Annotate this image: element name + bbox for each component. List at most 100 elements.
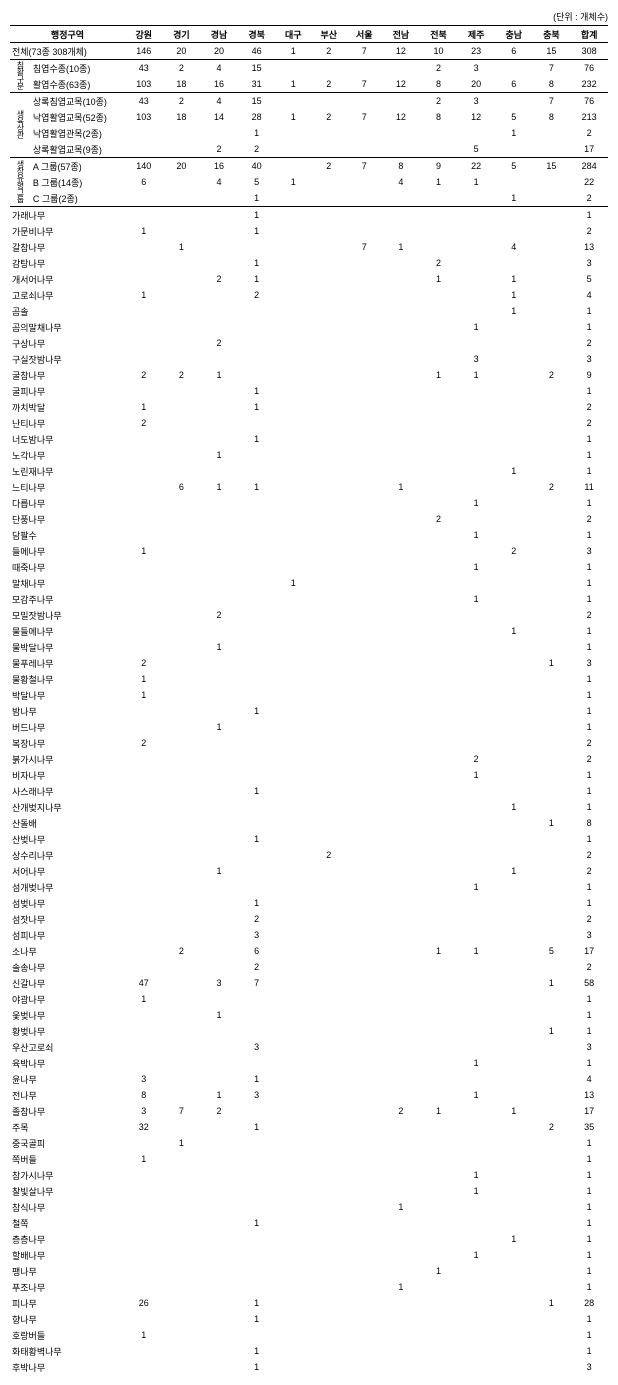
species-name: 상수리나무 (10, 847, 125, 863)
species-name: 너도밤나무 (10, 431, 125, 447)
group-label: 생장유형그룹 (10, 158, 31, 207)
species-name: 향나무 (10, 1311, 125, 1327)
species-name: 때죽나무 (10, 559, 125, 575)
species-name: 감탕나무 (10, 255, 125, 271)
species-name: 곰솔 (10, 303, 125, 319)
species-name: 야광나무 (10, 991, 125, 1007)
species-name: 갈참나무 (10, 239, 125, 255)
col-chungbuk: 충북 (533, 26, 571, 43)
header-row: 행정구역 강원 경기 경남 경북 대구 부산 서울 전남 전북 제주 충남 충북… (10, 26, 608, 43)
species-name: 들메나무 (10, 543, 125, 559)
species-name: 굴참나무 (10, 367, 125, 383)
species-name: 철쪽 (10, 1215, 125, 1231)
species-name: 개서어나무 (10, 271, 125, 287)
species-name: 옻벚나무 (10, 1007, 125, 1023)
species-name: 화태황벽나무 (10, 1343, 125, 1359)
row-label: A 그룹(57종) (31, 158, 125, 175)
col-jeonbuk: 전북 (420, 26, 458, 43)
species-name: 푸조나무 (10, 1279, 125, 1295)
species-name: 서어나무 (10, 863, 125, 879)
species-name: 중국골피 (10, 1135, 125, 1151)
species-name: 쪽버들 (10, 1151, 125, 1167)
species-name: 박달나무 (10, 687, 125, 703)
species-name: 호랑버들 (10, 1327, 125, 1343)
species-name: 느티나무 (10, 479, 125, 495)
row-label: 활엽수종(63종) (31, 76, 125, 93)
section-label: 전체(73종 308개체) (10, 43, 125, 60)
species-name: 난티나무 (10, 415, 125, 431)
species-name: 소나무 (10, 943, 125, 959)
species-name: 주목 (10, 1119, 125, 1135)
species-name: 곰의말채나무 (10, 319, 125, 335)
species-name: 참가시나무 (10, 1167, 125, 1183)
species-name: 버드나무 (10, 719, 125, 735)
species-name: 가문비나무 (10, 223, 125, 239)
species-name: 산벚나무 (10, 831, 125, 847)
species-name: 굴피나무 (10, 383, 125, 399)
col-gyeonggi: 경기 (163, 26, 201, 43)
species-name: 모감주나무 (10, 591, 125, 607)
data-table: 행정구역 강원 경기 경남 경북 대구 부산 서울 전남 전북 제주 충남 충북… (10, 25, 608, 1375)
species-name: 사스래나무 (10, 783, 125, 799)
species-name: 층층나무 (10, 1231, 125, 1247)
species-name: 물푸레나무 (10, 655, 125, 671)
species-name: 붉가시나무 (10, 751, 125, 767)
species-name: 가래나무 (10, 207, 125, 224)
group-label: 생육상관 (10, 93, 31, 158)
species-name: 담팔수 (10, 527, 125, 543)
row-label: 침엽수종(10종) (31, 60, 125, 77)
species-name: 산개벚지나무 (10, 799, 125, 815)
species-name: 찰빛살나무 (10, 1183, 125, 1199)
species-name: 까치박달 (10, 399, 125, 415)
col-total: 합계 (570, 26, 608, 43)
species-name: 비자나무 (10, 767, 125, 783)
group-label: 침활구분 (10, 60, 31, 93)
col-chungnam: 충남 (495, 26, 533, 43)
row-label: C 그룹(2종) (31, 190, 125, 207)
species-name: 육박나무 (10, 1055, 125, 1071)
col-gyeongbuk: 경북 (238, 26, 276, 43)
species-name: 밤나무 (10, 703, 125, 719)
col-jeju: 제주 (457, 26, 495, 43)
col-gyeongnam: 경남 (200, 26, 238, 43)
species-name: 단풍나무 (10, 511, 125, 527)
unit-label: (단위 : 개체수) (10, 10, 608, 23)
species-name: 말채나무 (10, 575, 125, 591)
row-label: 낙엽활엽교목(52종) (31, 109, 125, 125)
species-name: 솔송나무 (10, 959, 125, 975)
col-region: 행정구역 (10, 26, 125, 43)
row-label: 상록활엽교목(9종) (31, 141, 125, 158)
species-name: 구실잣밤나무 (10, 351, 125, 367)
row-label: B 그룹(14종) (31, 174, 125, 190)
species-name: 복장나무 (10, 735, 125, 751)
species-name: 섬피나무 (10, 927, 125, 943)
row-label: 낙엽활엽관목(2종) (31, 125, 125, 141)
species-name: 고로쇠나무 (10, 287, 125, 303)
species-name: 구상나무 (10, 335, 125, 351)
species-name: 물들메나무 (10, 623, 125, 639)
row-label: 상록침엽교목(10종) (31, 93, 125, 110)
species-name: 노린재나무 (10, 463, 125, 479)
species-name: 우산고로쇠 (10, 1039, 125, 1055)
species-name: 노각나무 (10, 447, 125, 463)
species-name: 산돌배 (10, 815, 125, 831)
species-name: 피나무 (10, 1295, 125, 1311)
species-name: 섬개벚나무 (10, 879, 125, 895)
species-name: 물황철나무 (10, 671, 125, 687)
species-name: 참식나무 (10, 1199, 125, 1215)
species-name: 할배나무 (10, 1247, 125, 1263)
col-gangwon: 강원 (125, 26, 163, 43)
col-daegu: 대구 (275, 26, 311, 43)
species-name: 윤나무 (10, 1071, 125, 1087)
species-name: 후박나무 (10, 1359, 125, 1375)
species-name: 전나무 (10, 1087, 125, 1103)
species-name: 모밀잣밤나무 (10, 607, 125, 623)
species-name: 섬벚나무 (10, 895, 125, 911)
species-name: 다릅나무 (10, 495, 125, 511)
species-name: 물박달나무 (10, 639, 125, 655)
species-name: 졸참나무 (10, 1103, 125, 1119)
col-jeonnam: 전남 (382, 26, 420, 43)
species-name: 팽나무 (10, 1263, 125, 1279)
species-name: 신갈나무 (10, 975, 125, 991)
species-name: 황벚나무 (10, 1023, 125, 1039)
